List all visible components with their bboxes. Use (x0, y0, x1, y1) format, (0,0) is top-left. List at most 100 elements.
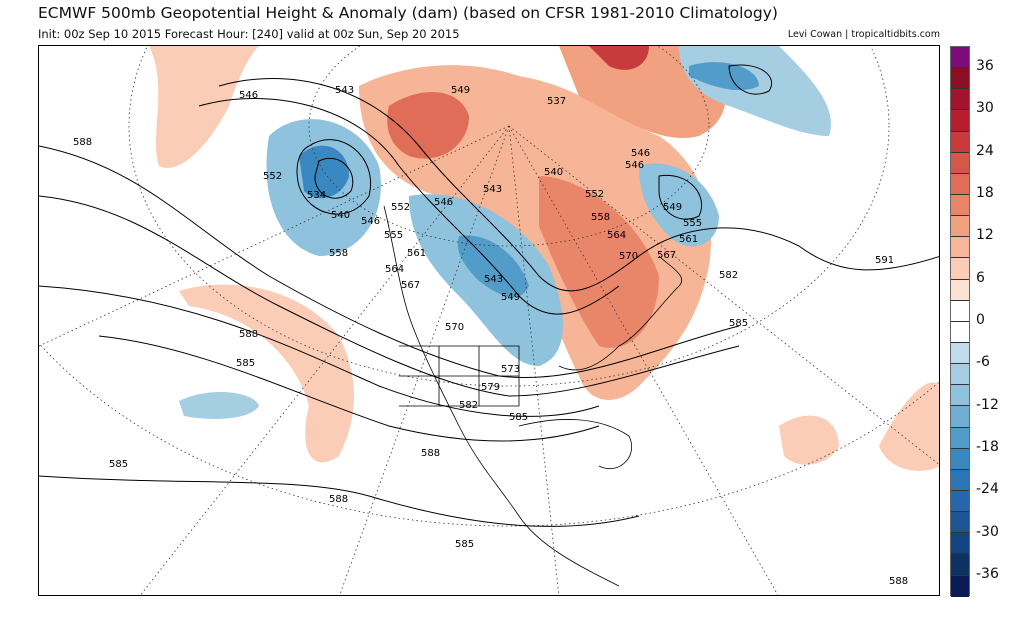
colorbar-segment (951, 131, 969, 153)
colorbar-tick-label: -6 (976, 354, 990, 371)
colorbar-tick-label: 12 (976, 227, 994, 244)
contour-label: 543 (483, 184, 502, 195)
contour-label: 537 (547, 96, 566, 107)
colorbar-segment (951, 89, 969, 111)
contour-label: 585 (109, 459, 128, 470)
colorbar-tick-label: -18 (976, 438, 999, 455)
contour-label: 591 (875, 255, 894, 266)
contour-label: 540 (544, 167, 563, 178)
colorbar-segment (951, 237, 969, 259)
colorbar-segment (951, 406, 969, 428)
colorbar-segment (951, 110, 969, 132)
colorbar-tick-label: -30 (976, 523, 999, 540)
contour-label: 585 (509, 412, 528, 423)
map-panel: 546 543 549 537 588 552 540 543 546 534 540 546 552 5… (38, 45, 940, 596)
contour-labels: 546 543 549 537 588 552 540 543 546 534 540 546 552 5… (73, 85, 908, 587)
positive-anomaly-west-pacific (149, 46, 259, 168)
colorbar-tick-label: 24 (976, 142, 994, 159)
negative-anomaly-gulf-alaska-core (299, 145, 349, 199)
contour-label: 546 (361, 216, 380, 227)
colorbar-segment (951, 533, 969, 555)
colorbar-segment (951, 216, 969, 238)
contour-label: 570 (445, 322, 464, 333)
contour-label: 558 (329, 248, 348, 259)
colorbar-segment (951, 512, 969, 534)
contour-label: 558 (591, 212, 610, 223)
colorbar-tick-label: 18 (976, 185, 994, 202)
contour-label: 543 (335, 85, 354, 96)
colorbar-segment (951, 554, 969, 576)
contour-label: 573 (501, 364, 520, 375)
colorbar-segment (951, 469, 969, 491)
map-svg: 546 543 549 537 588 552 540 543 546 534 540 546 552 5… (39, 46, 939, 595)
coastlines (383, 205, 682, 587)
contour-label: 570 (619, 251, 638, 262)
height-contours (39, 64, 939, 527)
colorbar-tick-label: -12 (976, 396, 999, 413)
positive-anomaly-east-canada (539, 176, 659, 348)
contour-label: 585 (236, 358, 255, 369)
contour-label: 585 (729, 318, 748, 329)
colorbar-segment (951, 490, 969, 513)
colorbar-segment (951, 385, 969, 407)
contour-label: 588 (329, 494, 348, 505)
colorbar (950, 46, 970, 597)
contour-label: 540 (331, 210, 350, 221)
contour-label: 564 (607, 230, 626, 241)
negative-anomaly-north-atlantic-core (689, 62, 759, 91)
colorbar-segment (951, 448, 969, 470)
chart-title: ECMWF 500mb Geopotential Height & Anomal… (38, 4, 778, 22)
colorbar-segment (951, 279, 969, 301)
contour-label: 588 (239, 329, 258, 340)
contour-label: 585 (455, 539, 474, 550)
colorbar-tick-label: 36 (976, 58, 994, 75)
contour-label: 588 (421, 448, 440, 459)
colorbar-tick-label: -24 (976, 481, 999, 498)
credit: Levi Cowan | tropicaltidbits.com (787, 29, 940, 40)
contour-label: 552 (263, 171, 282, 182)
contour-label: 582 (719, 270, 738, 281)
contour-label: 534 (307, 190, 326, 201)
colorbar-segment (951, 152, 969, 174)
colorbar-tick-label: 6 (976, 269, 985, 286)
colorbar-segment (951, 68, 969, 90)
contour-label: 543 (484, 274, 503, 285)
contour-label: 546 (631, 148, 650, 159)
colorbar-segment (951, 47, 969, 69)
colorbar-segment (951, 173, 969, 195)
colorbar-segment (951, 300, 969, 322)
contour-label: 561 (407, 248, 426, 259)
colorbar-tick-label: 30 (976, 100, 994, 117)
positive-anomaly-pacific-sub (179, 284, 354, 463)
contour-label: 588 (73, 137, 92, 148)
colorbar-segment (951, 194, 969, 217)
colorbar-tick-label: -36 (976, 565, 999, 582)
contour-label: 579 (481, 382, 500, 393)
contour-label: 561 (679, 234, 698, 245)
negative-anomaly-subtropical-pacific (179, 391, 259, 419)
contour-label: 555 (683, 218, 702, 229)
colorbar-segment (951, 427, 969, 449)
positive-anomaly-greenland-core (589, 46, 649, 70)
colorbar-segment (951, 258, 969, 280)
contour-label: 552 (585, 189, 604, 200)
contour-label: 567 (401, 280, 420, 291)
contour-label: 546 (625, 160, 644, 171)
colorbar-segment (951, 575, 969, 597)
contour-label: 588 (889, 576, 908, 587)
colorbar-segment (951, 364, 969, 386)
contour-label: 555 (384, 230, 403, 241)
positive-anomaly-atlantic (779, 382, 939, 471)
contour-label: 546 (239, 90, 258, 101)
contour-label: 567 (657, 250, 676, 261)
anomaly-fill (149, 46, 939, 471)
contour-label: 564 (385, 264, 404, 275)
colorbar-segment (951, 342, 969, 365)
colorbar-tick-label: 0 (976, 312, 985, 328)
positive-anomaly-hudson (387, 92, 469, 159)
colorbar-segment (951, 321, 969, 343)
graticule (39, 46, 939, 595)
contour-label: 546 (434, 197, 453, 208)
contour-label: 549 (501, 292, 520, 303)
contour-label: 552 (391, 202, 410, 213)
